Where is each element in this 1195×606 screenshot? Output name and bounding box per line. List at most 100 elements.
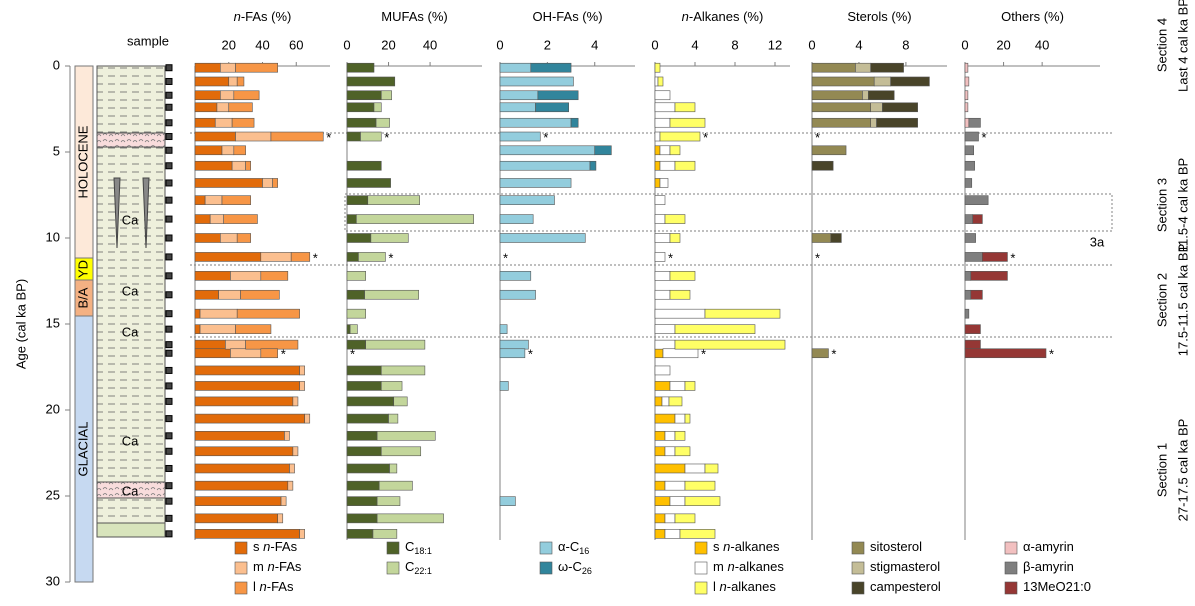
bar-segment: [499, 289, 536, 300]
x-tick-label: 8: [902, 37, 909, 52]
bar-segment: [499, 324, 508, 334]
legend-label: α-amyrin: [1023, 539, 1074, 554]
bar-segment: [964, 348, 1047, 359]
bar-segment: [376, 430, 436, 441]
legend-label: l n-alkanes: [713, 579, 776, 594]
x-tick-label: 0: [808, 37, 815, 52]
bar-segment: [194, 102, 218, 113]
bar-segment: [346, 324, 351, 334]
sample-marker: [165, 64, 173, 72]
bar-segment: [964, 178, 973, 188]
x-tick-label: 8: [731, 37, 738, 52]
legend-label: C22:1: [405, 559, 432, 576]
legend-label: m n-FAs: [253, 559, 302, 574]
legend-swatch: [694, 581, 708, 595]
bar-segment: [654, 348, 664, 359]
bar-segment: [970, 289, 983, 300]
bar-segment: [245, 339, 299, 350]
bar-segment: [292, 446, 299, 457]
bar-segment: [811, 76, 875, 87]
bar-segment: [684, 413, 691, 424]
bar-segment: [365, 339, 426, 350]
bar-segment: [964, 252, 983, 262]
flag: *: [982, 130, 987, 145]
bar-segment: [654, 513, 666, 524]
bar-segment: [194, 396, 294, 407]
bar-segment: [220, 62, 236, 73]
bar-segment: [194, 430, 285, 441]
bar-segment: [194, 446, 294, 457]
bar-segment: [299, 529, 305, 539]
bar-segment: [280, 496, 287, 506]
bar-segment: [654, 102, 676, 113]
sample-marker: [165, 447, 173, 455]
bar-segment: [499, 90, 539, 101]
bar-segment: [654, 396, 663, 407]
bar-segment: [589, 160, 597, 171]
bar-segment: [223, 214, 258, 224]
bar-segment: [669, 145, 681, 156]
bar-segment: [964, 102, 969, 113]
bar-segment: [194, 214, 211, 224]
bar-segment: [674, 430, 686, 441]
sample-marker: [165, 234, 173, 242]
bar-segment: [674, 413, 686, 424]
bar-segment: [245, 160, 251, 171]
bar-segment: [194, 513, 278, 524]
bar-segment: [890, 76, 930, 87]
sample-marker: [165, 366, 173, 374]
sample-marker: [165, 530, 173, 538]
bar-segment: [964, 271, 972, 281]
bar-segment: [346, 446, 382, 457]
bar-segment: [346, 289, 365, 300]
x-tick-label: 0: [496, 37, 503, 52]
legend-label: m n-alkanes: [713, 559, 784, 574]
flag: *: [815, 250, 820, 265]
bar-segment: [674, 339, 786, 350]
lithology-layer: [96, 132, 166, 148]
bar-segment: [194, 339, 226, 350]
bar-segment: [654, 252, 666, 262]
bar-segment: [882, 102, 918, 113]
bar-segment: [262, 178, 273, 188]
flag: *: [326, 130, 331, 145]
bar-segment: [346, 76, 396, 87]
x-tick-label: 40: [255, 37, 269, 52]
legend-swatch: [234, 541, 248, 555]
bar-segment: [194, 529, 300, 539]
bar-segment: [346, 102, 375, 113]
bar-segment: [233, 145, 246, 156]
lithology-label: Ca: [122, 433, 139, 448]
sample-marker: [165, 464, 173, 472]
bar-segment: [657, 76, 664, 87]
bar-segment: [346, 381, 382, 391]
bar-segment: [194, 233, 221, 243]
bar-segment: [346, 513, 378, 524]
bar-segment: [376, 496, 401, 506]
bar-segment: [811, 90, 863, 101]
bar-segment: [346, 396, 395, 407]
section-title: Section 4: [1154, 18, 1169, 72]
bar-segment: [704, 463, 719, 474]
bar-segment: [654, 480, 666, 491]
panel-title: MUFAs (%): [381, 9, 447, 24]
bar-segment: [964, 76, 970, 87]
legend-swatch: [1004, 581, 1018, 595]
bar-segment: [664, 430, 676, 441]
x-tick-label: 40: [423, 37, 437, 52]
bar-segment: [289, 463, 295, 474]
section-range: Last 4 cal ka BP: [1175, 0, 1190, 92]
flag: *: [1049, 347, 1054, 362]
x-tick-label: 0: [961, 37, 968, 52]
sample-marker: [165, 482, 173, 490]
bar-segment: [346, 413, 389, 424]
bar-segment: [499, 160, 591, 171]
bar-segment: [811, 160, 834, 171]
legend-label: 13MeO21:0: [1023, 579, 1091, 594]
x-tick-label: 4: [591, 37, 598, 52]
panel-title: Sterols (%): [847, 9, 911, 24]
bar-segment: [654, 90, 671, 101]
bar-segment: [654, 178, 661, 188]
sample-marker: [165, 310, 173, 318]
bar-segment: [270, 131, 324, 142]
